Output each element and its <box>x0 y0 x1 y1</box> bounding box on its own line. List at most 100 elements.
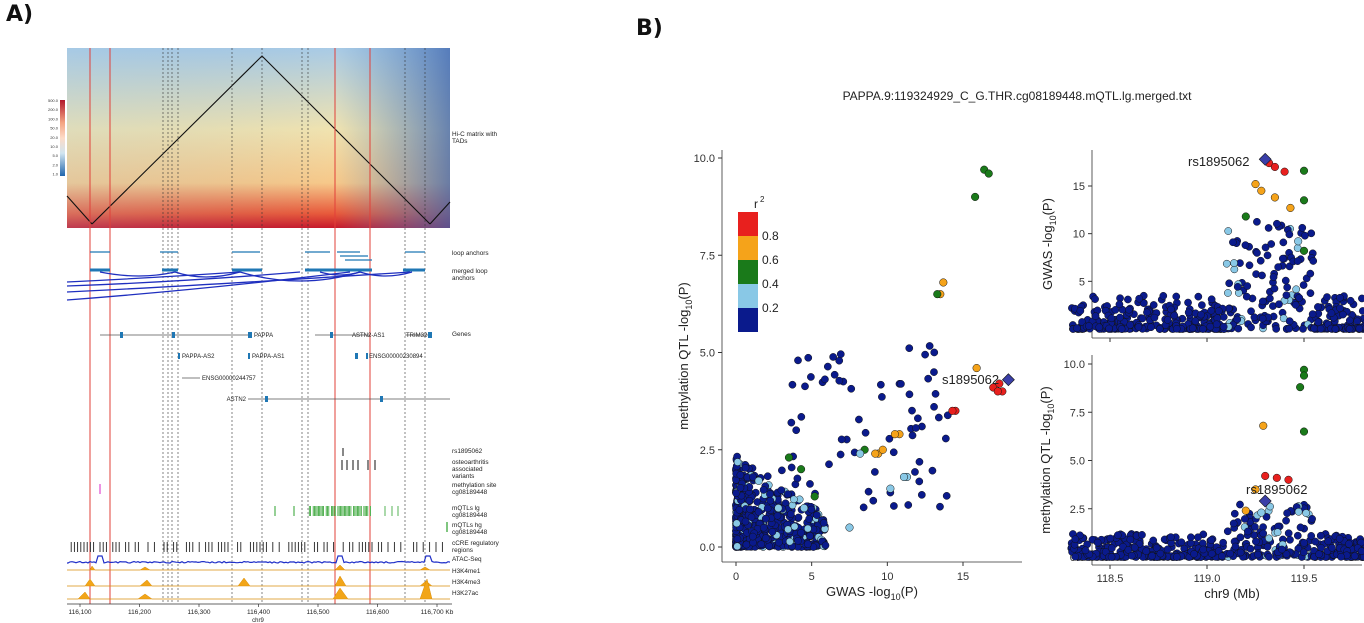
scatter-point <box>773 540 781 548</box>
scatter-point <box>741 491 750 500</box>
ccre-marks <box>70 542 443 552</box>
locus-point <box>1158 552 1166 561</box>
locus-point <box>1114 317 1123 325</box>
scatter-point <box>810 492 819 501</box>
locus-point <box>1259 523 1267 531</box>
gene-label-pappa-as1: PAPPA-AS1 <box>252 354 285 360</box>
locus-point <box>1232 537 1240 546</box>
x-tick-label: 10 <box>881 571 893 583</box>
label-mqtl-hg-2: cg08189448 <box>452 529 488 536</box>
x-tick-label: 118.5 <box>1097 573 1124 585</box>
scatter-point <box>807 505 816 514</box>
locus-point <box>1330 535 1339 544</box>
locus-point <box>1200 549 1209 558</box>
scatter-point <box>737 516 746 525</box>
scatter-point <box>737 497 746 506</box>
scatter-point <box>763 472 772 481</box>
locus-point <box>1104 535 1113 544</box>
scatter-point <box>733 504 742 513</box>
locus-point <box>1108 552 1116 561</box>
locus-point <box>1172 319 1180 328</box>
locus-point <box>1331 532 1340 541</box>
locus-point <box>1201 315 1209 323</box>
scatter-point <box>741 517 750 526</box>
scatter-point <box>914 414 922 423</box>
locus-point <box>1067 544 1076 553</box>
scatter-point <box>754 507 763 516</box>
locus-point <box>1248 294 1257 303</box>
locus-point <box>1093 553 1102 561</box>
locus-point <box>1264 313 1272 322</box>
locus-point <box>1225 304 1234 313</box>
locus-point <box>1293 292 1302 300</box>
locus-point <box>1251 316 1260 325</box>
scatter-point <box>733 491 742 499</box>
label-atac: ATAC-Seq <box>452 556 482 563</box>
scatter-point <box>740 482 749 491</box>
scatter-point <box>742 492 750 500</box>
locus-point <box>1116 547 1125 556</box>
locus-point <box>1343 552 1352 561</box>
scatter-point <box>733 503 742 512</box>
locus-point <box>1089 552 1098 561</box>
locus-point <box>1300 321 1309 330</box>
locus-point <box>1327 549 1335 558</box>
locus-point <box>1291 298 1300 307</box>
locus-point <box>1315 550 1323 559</box>
locus-point <box>1272 553 1281 561</box>
locus-point <box>1246 518 1255 527</box>
locus-point <box>1286 535 1294 544</box>
scatter-point <box>733 504 742 513</box>
locus-point <box>1109 552 1117 561</box>
scatter-point <box>734 465 742 474</box>
scatter-point <box>821 375 829 384</box>
scatter-point <box>737 491 746 500</box>
locus-point <box>1127 320 1136 329</box>
locus-point <box>1194 533 1202 542</box>
locus-point <box>1152 544 1161 552</box>
locus-point <box>1299 365 1309 374</box>
scatter-point <box>732 527 740 536</box>
locus-point <box>1328 325 1336 333</box>
locus-point <box>1194 544 1203 553</box>
locus-point <box>1229 320 1238 329</box>
locus-point <box>1346 551 1355 560</box>
scatter-point <box>773 525 781 534</box>
scatter-point <box>785 537 794 546</box>
y-tick-label: 10.0 <box>694 153 715 165</box>
scatter-point <box>806 514 815 522</box>
locus-point <box>1213 553 1222 561</box>
scatter-point <box>732 489 741 498</box>
scatter-point <box>809 516 818 524</box>
locus-point <box>1116 323 1124 331</box>
locus-point <box>1310 546 1318 555</box>
locus-point <box>1088 550 1097 559</box>
locus-point <box>1300 524 1308 533</box>
gene-label-trim32: TRIM32 <box>406 333 428 339</box>
scatter-point <box>744 497 753 506</box>
scatter-point <box>787 490 796 499</box>
locus-point <box>1242 292 1251 301</box>
scatter-point <box>732 488 741 496</box>
scatter-point <box>771 539 780 548</box>
gene-label-ensg230894: ENSG00000230894 <box>369 354 423 360</box>
locus-point <box>1208 552 1217 561</box>
locus-point <box>1137 544 1146 553</box>
locus-point <box>1264 224 1273 232</box>
scatter-point <box>812 510 821 519</box>
locus-point <box>1185 325 1194 333</box>
locus-point <box>1311 325 1319 333</box>
scatter-point <box>777 537 785 545</box>
locus-point <box>1358 294 1364 303</box>
locus-point <box>1119 553 1128 561</box>
locus-point <box>1342 325 1351 333</box>
locus-point <box>1331 293 1339 302</box>
locus-point <box>1267 240 1276 248</box>
scatter-point <box>740 474 749 482</box>
locus-point <box>1246 526 1254 534</box>
locus-point <box>1073 324 1081 332</box>
locus-point <box>1211 301 1220 310</box>
scatter-point <box>750 516 758 524</box>
locus-point <box>1133 545 1142 554</box>
scatter-point <box>732 531 741 539</box>
